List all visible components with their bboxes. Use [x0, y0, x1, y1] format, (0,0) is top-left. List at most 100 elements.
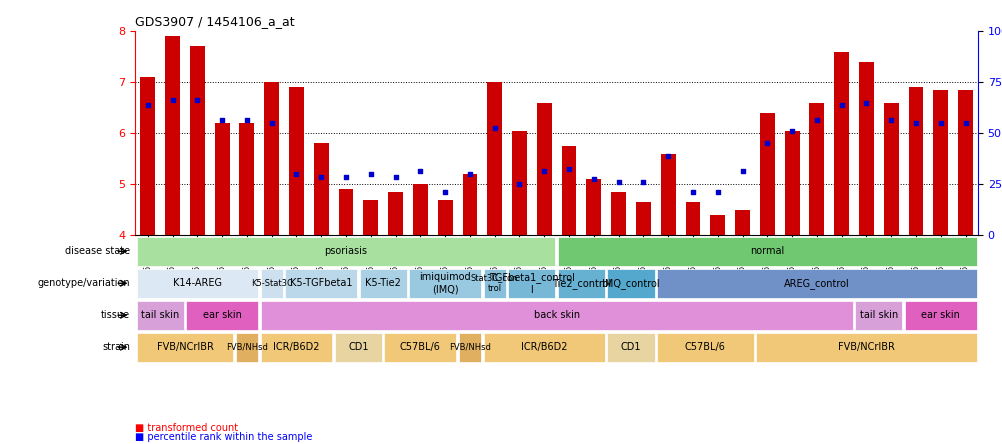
- Text: FVB/NHsd: FVB/NHsd: [449, 343, 490, 352]
- Text: K5-TGFbeta1: K5-TGFbeta1: [290, 278, 352, 288]
- Point: [957, 119, 973, 127]
- Bar: [610, 192, 625, 235]
- Bar: [487, 82, 502, 235]
- Point: [437, 188, 453, 195]
- Text: CD1: CD1: [348, 342, 369, 352]
- Point: [709, 188, 725, 195]
- FancyBboxPatch shape: [136, 333, 233, 361]
- Point: [932, 119, 948, 127]
- Text: IMQ_control: IMQ_control: [601, 278, 659, 289]
- Point: [363, 170, 379, 178]
- Bar: [140, 77, 155, 235]
- Text: ear skin: ear skin: [202, 310, 241, 320]
- Text: psoriasis: psoriasis: [325, 246, 367, 256]
- FancyBboxPatch shape: [384, 333, 456, 361]
- Text: AREG_control: AREG_control: [784, 278, 849, 289]
- Text: Tie2_control: Tie2_control: [551, 278, 610, 289]
- Point: [759, 140, 775, 147]
- Bar: [413, 184, 428, 235]
- Bar: [339, 190, 353, 235]
- Bar: [462, 174, 477, 235]
- Point: [808, 117, 824, 124]
- FancyBboxPatch shape: [136, 301, 183, 329]
- Point: [560, 166, 576, 173]
- Point: [387, 173, 403, 180]
- FancyBboxPatch shape: [904, 301, 976, 329]
- Text: ICR/B6D2: ICR/B6D2: [520, 342, 567, 352]
- Text: tail skin: tail skin: [141, 310, 179, 320]
- Text: back skin: back skin: [533, 310, 579, 320]
- Text: disease state: disease state: [65, 246, 130, 256]
- Text: ■ transformed count: ■ transformed count: [135, 423, 238, 433]
- FancyBboxPatch shape: [409, 269, 481, 297]
- FancyBboxPatch shape: [186, 301, 258, 329]
- Point: [289, 170, 305, 178]
- Bar: [883, 103, 898, 235]
- Bar: [784, 131, 799, 235]
- Text: C57BL/6: C57BL/6: [684, 342, 725, 352]
- Text: tail skin: tail skin: [859, 310, 897, 320]
- Text: tissue: tissue: [101, 310, 130, 320]
- Point: [213, 117, 229, 124]
- Point: [313, 173, 329, 180]
- Text: K5-Tie2: K5-Tie2: [365, 278, 401, 288]
- Text: TGFbeta1_control
l: TGFbeta1_control l: [488, 272, 574, 294]
- FancyBboxPatch shape: [458, 333, 481, 361]
- Point: [238, 117, 255, 124]
- FancyBboxPatch shape: [855, 301, 902, 329]
- FancyBboxPatch shape: [483, 269, 505, 297]
- Bar: [239, 123, 255, 235]
- Bar: [536, 103, 551, 235]
- FancyBboxPatch shape: [656, 333, 753, 361]
- Point: [858, 99, 874, 106]
- Point: [833, 102, 849, 109]
- Bar: [908, 87, 923, 235]
- Point: [264, 119, 280, 127]
- Point: [634, 178, 650, 185]
- Point: [338, 173, 354, 180]
- Point: [139, 102, 155, 109]
- Bar: [834, 52, 849, 235]
- FancyBboxPatch shape: [557, 269, 604, 297]
- Bar: [165, 36, 179, 235]
- Bar: [214, 123, 229, 235]
- Text: ICR/B6D2: ICR/B6D2: [273, 342, 320, 352]
- Text: strain: strain: [102, 342, 130, 352]
- Bar: [734, 210, 749, 235]
- FancyBboxPatch shape: [285, 269, 357, 297]
- Point: [784, 127, 800, 134]
- FancyBboxPatch shape: [360, 269, 407, 297]
- Bar: [957, 90, 972, 235]
- FancyBboxPatch shape: [607, 333, 654, 361]
- Bar: [388, 192, 403, 235]
- Bar: [264, 82, 279, 235]
- Text: FVB/NCrIBR: FVB/NCrIBR: [156, 342, 213, 352]
- Bar: [660, 154, 675, 235]
- Point: [412, 168, 428, 175]
- Text: FVB/NCrIBR: FVB/NCrIBR: [837, 342, 894, 352]
- Text: Stat3C_con
trol: Stat3C_con trol: [471, 274, 518, 293]
- Text: CD1: CD1: [620, 342, 640, 352]
- Bar: [289, 87, 304, 235]
- Point: [883, 117, 899, 124]
- Bar: [437, 200, 452, 235]
- Text: ear skin: ear skin: [921, 310, 959, 320]
- FancyBboxPatch shape: [235, 333, 258, 361]
- Point: [684, 188, 700, 195]
- Bar: [858, 62, 873, 235]
- Bar: [709, 215, 724, 235]
- Bar: [189, 47, 204, 235]
- FancyBboxPatch shape: [656, 269, 976, 297]
- Bar: [363, 200, 378, 235]
- Bar: [933, 90, 947, 235]
- Text: K5-Stat3C: K5-Stat3C: [250, 279, 293, 288]
- FancyBboxPatch shape: [508, 269, 555, 297]
- Text: GDS3907 / 1454106_a_at: GDS3907 / 1454106_a_at: [135, 16, 295, 28]
- FancyBboxPatch shape: [557, 237, 976, 266]
- FancyBboxPatch shape: [136, 237, 555, 266]
- FancyBboxPatch shape: [261, 301, 852, 329]
- Point: [907, 119, 923, 127]
- Point: [462, 170, 478, 178]
- Bar: [760, 113, 774, 235]
- Bar: [586, 179, 600, 235]
